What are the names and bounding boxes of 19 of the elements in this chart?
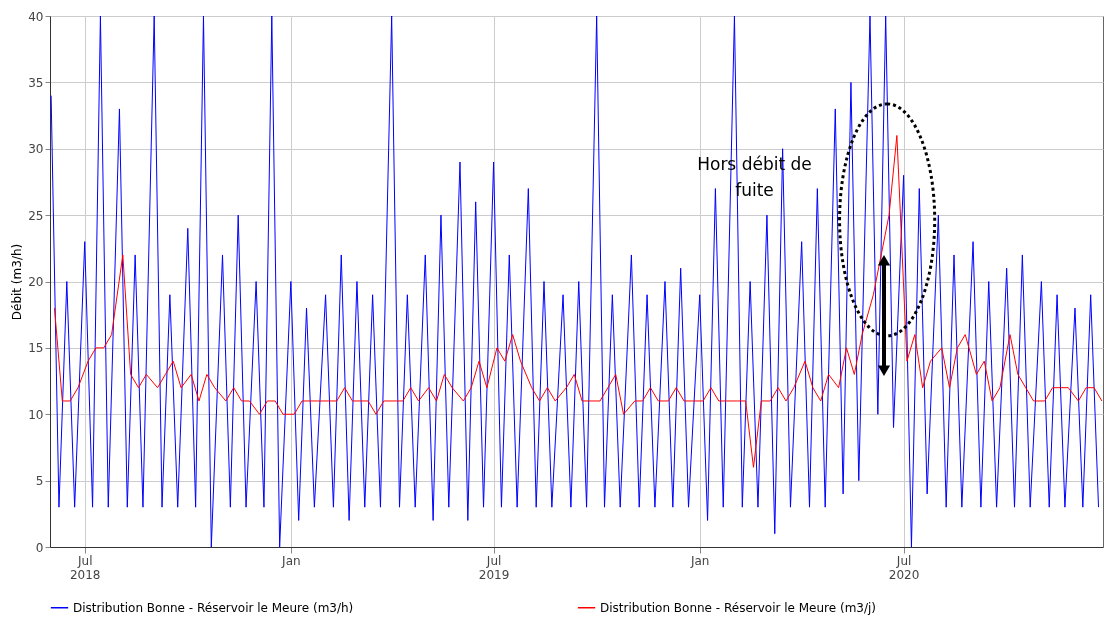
x-tick-label: Jan (689, 553, 710, 568)
y-tick-label: 10 (28, 407, 44, 422)
x-tick-label: Jan (281, 553, 301, 568)
line-series (50, 15, 1100, 548)
legend-label: Distribution Bonne - Réservoir le Meure (m3/h) (73, 600, 354, 615)
y-tick-label: 25 (28, 208, 44, 223)
y-tick-label: 35 (28, 75, 44, 90)
x-tick-label: Jul 2018 (69, 553, 101, 582)
y-tick-label: 0 (35, 540, 44, 555)
line-series (53, 134, 1103, 468)
y-axis-title: Débit (m3/h) (10, 243, 25, 321)
y-tick-label: 20 (28, 275, 44, 289)
x-tick-label: Jul 2019 (478, 553, 510, 582)
legend-label: Distribution Bonne - Réservoir le Meure (m3/j) (600, 600, 877, 615)
y-tick-label: 30 (28, 142, 44, 157)
y-tick-label: 15 (28, 341, 44, 356)
x-tick-label: Jul 2020 (888, 553, 920, 582)
y-tick-label: 5 (35, 474, 44, 489)
y-tick-label: 40 (28, 9, 44, 24)
